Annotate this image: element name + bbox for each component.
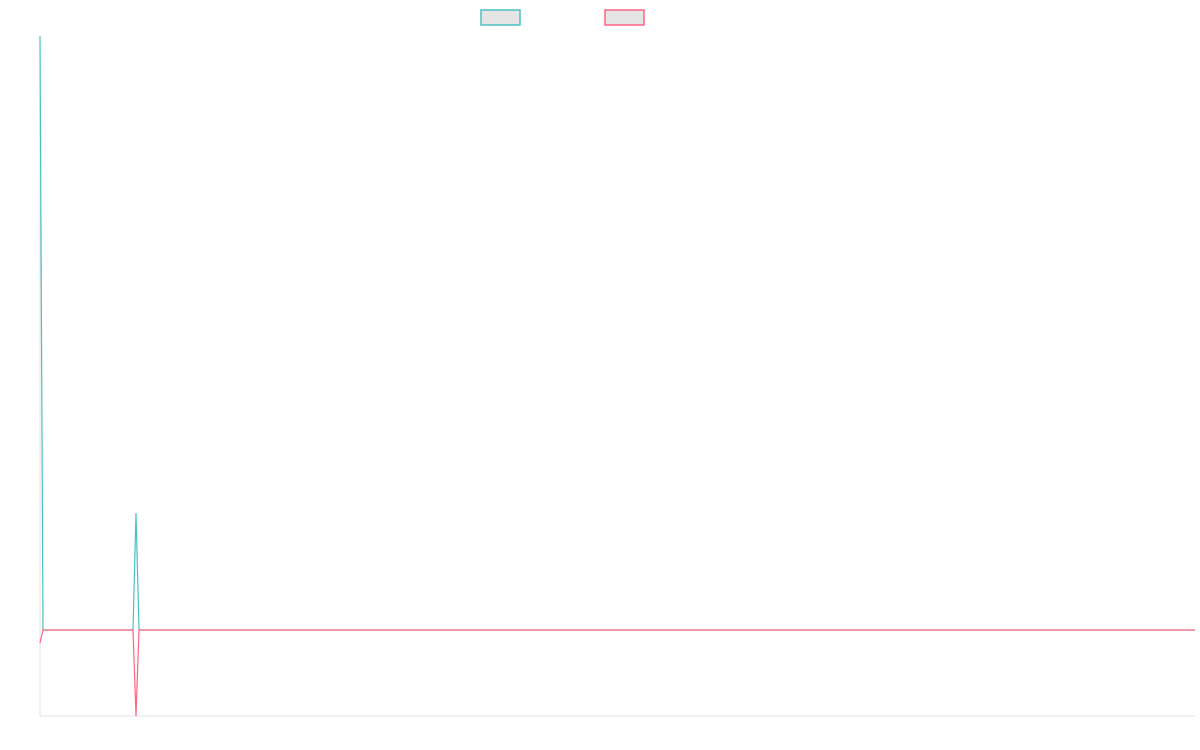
- axes: [39, 36, 1195, 717]
- legend-swatch-1[interactable]: [480, 9, 521, 26]
- series-lines: [39, 35, 1195, 717]
- legend-swatch-2[interactable]: [604, 9, 645, 26]
- legend: [480, 9, 645, 26]
- series-line-1: [39, 35, 1195, 631]
- series-line-2: [39, 629, 1195, 717]
